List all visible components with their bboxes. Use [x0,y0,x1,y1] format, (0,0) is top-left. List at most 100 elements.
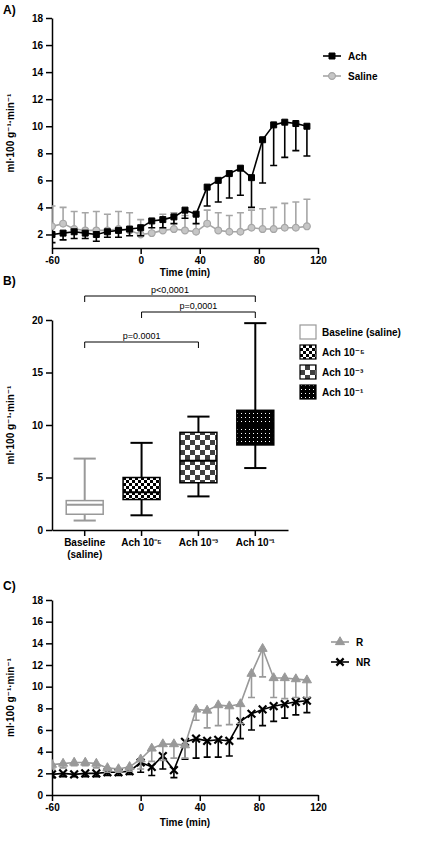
marker [269,673,278,681]
marker [52,231,55,237]
y-axis-tick-label: 16 [32,616,44,627]
marker [304,123,310,129]
marker [138,225,144,231]
marker [291,674,300,682]
legend-item: Ach 10⁻⁵ [300,345,365,359]
legend-swatch [300,325,316,339]
y-axis-tick: 4 [37,746,52,757]
marker [170,766,178,774]
y-axis-tick-mark [46,708,52,710]
x-tick-label: Baseline(saline) [64,537,106,560]
y-axis-tick: 10 [32,681,52,692]
x-tick-label: Ach 10⁻³ [179,537,219,548]
y-axis-tick-label: 10 [32,420,44,431]
x-axis-tick-mark [259,795,261,801]
y-axis-tick-mark [46,320,52,322]
marker [281,224,288,231]
x-axis-tick-mark [200,248,202,254]
error-bar [226,174,233,198]
legend-label: Ach 10⁻³ [322,367,364,378]
y-axis-tick-mark [46,180,52,182]
y-axis-tick-mark [46,18,52,20]
x-axis-tick-label: 80 [254,255,266,266]
panel: -600408012024681012141618AchSalineA)ml·1… [3,3,378,278]
y-axis-tick-label: 12 [32,660,44,671]
y-axis-tick-label: 6 [37,725,43,736]
marker [293,121,299,127]
marker [93,770,101,778]
marker [203,705,212,713]
marker [180,740,189,748]
legend-item: Ach 10⁻³ [300,365,364,379]
y-axis-tick-mark [46,730,52,732]
marker [82,230,88,236]
y-axis-tick-mark [46,621,52,623]
legend-item: Ach [323,51,367,62]
marker [249,175,255,181]
y-axis-tick-mark [46,372,52,374]
y-axis: 24681012141618 [32,13,53,249]
y-axis-tick: 2 [37,229,52,240]
x-axis-tick-label: 40 [195,802,207,813]
marker [104,227,111,234]
marker [215,177,221,183]
whisker-low-cap [187,495,209,497]
x-axis-tick-label: 120 [310,802,327,813]
x-axis-tick-mark [52,248,54,254]
marker [52,759,57,767]
marker [114,764,123,772]
legend-marker [329,73,336,80]
marker [237,165,243,171]
x-axis-tick: 0 [138,248,144,266]
whisker-low-cap [244,467,266,469]
y-axis-tick-label: 8 [37,703,43,714]
error-bar [303,199,310,226]
x-axis: Baseline(saline)Ach 10⁻⁵Ach 10⁻³Ach 10⁻¹ [53,530,289,560]
x-axis-tick-label: 40 [195,255,207,266]
legend-marker [329,53,335,59]
x-axis-title: Time (min) [160,267,210,278]
whisker-high-cap [74,458,96,460]
y-axis-tick-mark [46,72,52,74]
marker [81,757,90,765]
marker [125,762,134,770]
marker [148,230,155,237]
marker [160,217,166,223]
significance-label: p=0.0001 [123,331,161,341]
x-axis-tick: 40 [195,248,207,266]
whisker-low [254,445,256,468]
box [66,459,103,521]
y-axis-tick-mark [46,477,52,479]
error-bar [270,125,277,166]
legend-swatch [300,345,316,359]
x-axis-line [53,795,319,797]
y-axis-tick: 14 [32,67,52,78]
x-axis-tick-mark [318,248,320,254]
y-axis-tick-label: 10 [32,681,44,692]
y-axis-tick-label: 6 [37,175,43,186]
marker [270,226,277,233]
marker [280,673,289,681]
whisker-low-cap [130,514,152,516]
y-axis-tick: 4 [37,202,52,213]
marker [226,228,233,235]
y-axis-tick-label: 20 [32,315,44,326]
marker [103,763,112,771]
whisker-low-cap [74,520,96,522]
x-axis-tick-mark [259,248,261,254]
error-bar [237,168,244,195]
y-axis-tick: 8 [37,148,52,159]
x-tick: Ach 10⁻³ [179,530,219,548]
x-axis-tick: 80 [254,248,266,266]
x-axis: -6004080120 [45,795,327,813]
y-axis: 024681012141618 [32,595,53,801]
y-axis-tick-mark [46,126,52,128]
y-axis-tick: 18 [32,595,52,606]
x-axis-tick-mark [140,248,142,254]
y-axis-tick: 12 [32,660,52,671]
significance-label: p=0,0001 [180,301,218,311]
series [52,119,310,242]
y-axis-tick-label: 14 [32,67,44,78]
marker [104,229,110,235]
y-axis-tick-mark [46,425,52,427]
